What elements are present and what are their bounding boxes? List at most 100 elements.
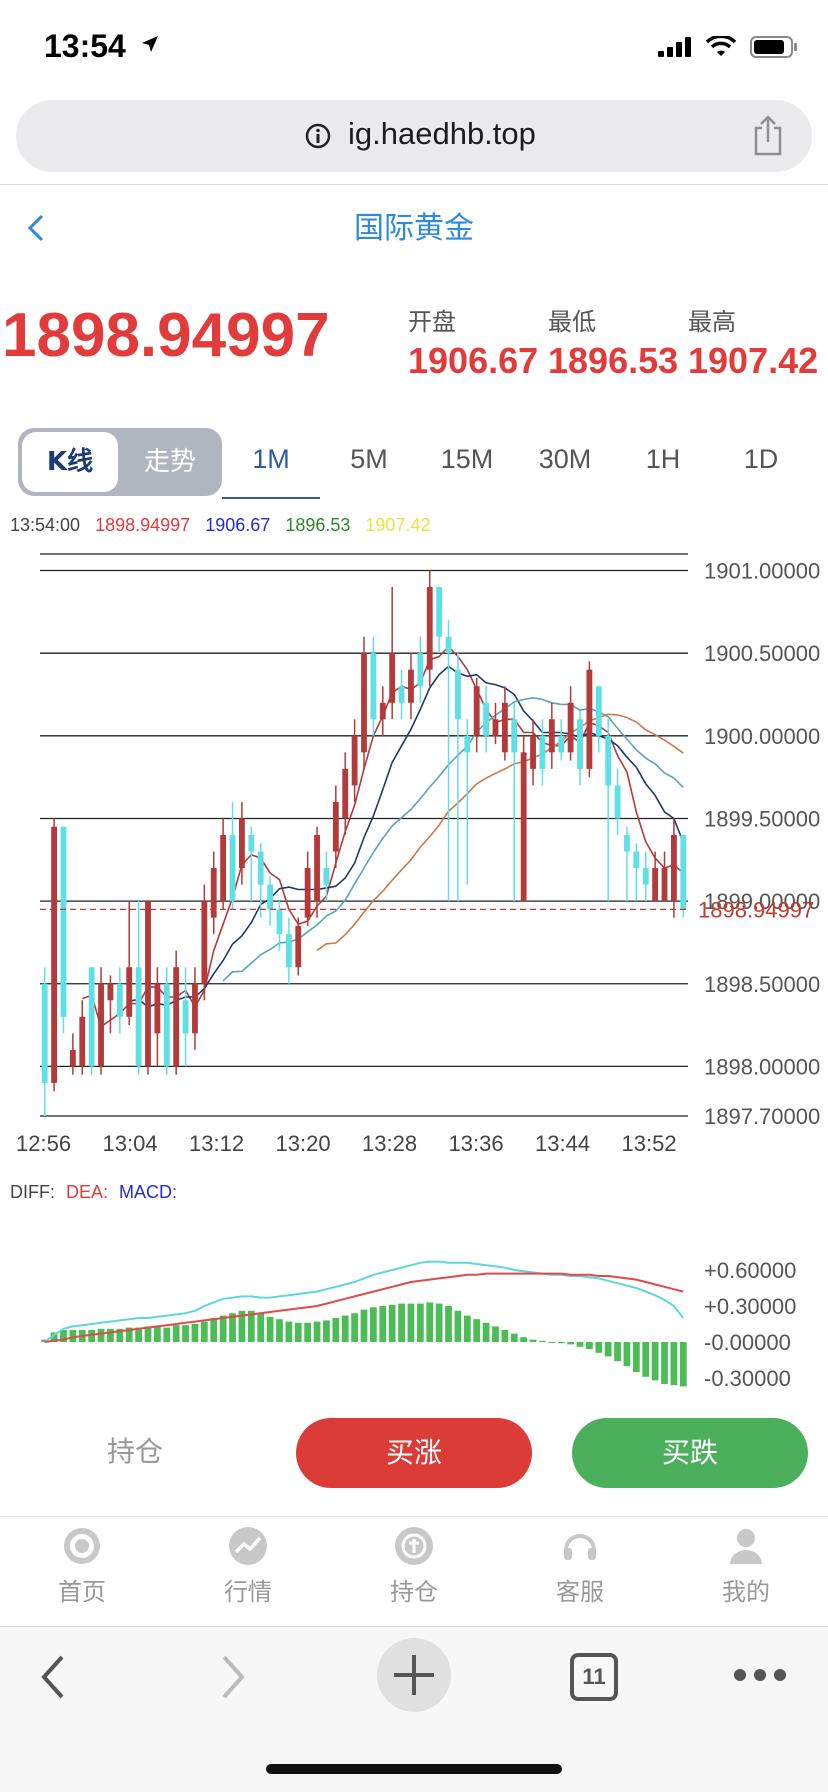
nav-mine[interactable]: 我的 xyxy=(691,1524,801,1607)
high-value: 1907.42 xyxy=(688,340,819,381)
open-value: 1906.67 xyxy=(408,340,539,381)
tab-1m[interactable]: 1M xyxy=(252,444,290,474)
macd-bar xyxy=(539,1340,546,1342)
candle xyxy=(539,719,546,786)
divider xyxy=(0,184,828,185)
macd-bar xyxy=(135,1327,142,1342)
tab-1d[interactable]: 1D xyxy=(743,444,779,474)
candle xyxy=(295,917,302,976)
macd-diff-label: DIFF: xyxy=(10,1182,55,1202)
candle-body xyxy=(154,983,161,1034)
buy-down-button[interactable]: 买跌 xyxy=(572,1418,808,1488)
candle-body xyxy=(229,835,236,902)
candle-body xyxy=(135,967,142,1067)
macd-bar xyxy=(276,1319,283,1342)
candle-body xyxy=(276,909,283,935)
tab-5m[interactable]: 5M xyxy=(350,444,388,474)
macd-bar xyxy=(247,1310,255,1342)
candle-body xyxy=(389,653,396,703)
macd-bar xyxy=(294,1322,302,1342)
tab-15m[interactable]: 15M xyxy=(440,444,494,474)
candle-body xyxy=(107,983,114,1001)
buy-up-button[interactable]: 买涨 xyxy=(296,1418,532,1488)
candle-body xyxy=(530,735,536,769)
macd-bar xyxy=(426,1302,434,1342)
dea-line xyxy=(44,1272,684,1343)
candle-body xyxy=(192,983,198,1034)
new-tab-icon[interactable] xyxy=(376,1637,452,1713)
tab-1h[interactable]: 1H xyxy=(645,444,681,474)
candle xyxy=(464,719,471,885)
candle xyxy=(577,711,583,786)
tab-kline[interactable]: K线 xyxy=(22,432,118,492)
macd-bar xyxy=(125,1327,133,1342)
macd-bar xyxy=(200,1321,208,1342)
macd-bar xyxy=(576,1342,584,1347)
tab-30m[interactable]: 30M xyxy=(538,444,592,474)
nav-mine-label: 我的 xyxy=(722,1578,770,1606)
back-icon[interactable] xyxy=(22,210,52,246)
candle xyxy=(41,967,48,1116)
candle-body xyxy=(652,868,659,902)
status-bar: 13:54 xyxy=(0,0,828,100)
toolbar-divider xyxy=(0,1626,828,1627)
candle xyxy=(408,653,414,720)
ma30-line xyxy=(316,713,684,952)
macd-bar xyxy=(632,1342,640,1372)
candle xyxy=(107,975,114,1034)
candle-body xyxy=(210,868,217,918)
candlestick-chart[interactable]: 1901.00000 1900.50000 1900.00000 1899.50000… xyxy=(0,540,828,1160)
candle xyxy=(445,620,452,902)
candle xyxy=(116,967,123,1034)
nav-market[interactable]: 行情 xyxy=(193,1524,303,1607)
candle-body xyxy=(398,686,405,703)
url-text[interactable]: ig.haedhb.top xyxy=(348,116,536,151)
more-icon[interactable] xyxy=(732,1667,788,1683)
candle xyxy=(436,587,443,654)
nav-service[interactable]: 客服 xyxy=(525,1524,635,1607)
candle xyxy=(285,917,292,984)
info-close: 1898.94997 xyxy=(95,515,191,535)
macd-bar xyxy=(285,1321,293,1342)
candle-body xyxy=(379,702,386,720)
browser-back-icon[interactable] xyxy=(38,1653,68,1701)
candle xyxy=(642,851,649,902)
nav-position[interactable]: 持仓 xyxy=(359,1524,469,1607)
candle-body xyxy=(492,719,499,736)
candle-body xyxy=(342,768,349,819)
nav-home[interactable]: 首页 xyxy=(27,1524,137,1607)
share-icon[interactable] xyxy=(750,114,786,158)
candle-body xyxy=(201,901,208,984)
y-tick-label: 1899.50000 xyxy=(704,806,820,831)
candle xyxy=(633,843,640,902)
macd-y-tick: +0.60000 xyxy=(704,1258,796,1283)
nav-position-label: 持仓 xyxy=(390,1578,438,1606)
candle-body xyxy=(332,801,339,852)
macd-bar xyxy=(388,1304,396,1342)
home-target-icon xyxy=(64,1528,100,1564)
low-label: 最低 xyxy=(548,308,596,336)
candle-body xyxy=(145,901,151,1067)
macd-bar xyxy=(229,1313,236,1342)
info-icon[interactable] xyxy=(304,122,332,150)
candle-body xyxy=(257,851,264,885)
hold-link[interactable]: 持仓 xyxy=(106,1435,163,1468)
address-bar[interactable]: ig.haedhb.top xyxy=(16,100,812,172)
candle-body xyxy=(370,653,377,720)
x-tick-label: 13:12 xyxy=(189,1131,244,1156)
macd-bar xyxy=(595,1342,603,1353)
candle xyxy=(88,967,95,1075)
tab-trend[interactable]: 走势 xyxy=(143,447,196,477)
macd-y-tick: +0.30000 xyxy=(704,1294,796,1319)
candle xyxy=(567,686,574,761)
candle xyxy=(229,801,236,910)
candle xyxy=(530,719,536,786)
candle xyxy=(398,669,405,720)
macd-chart: +0.60000 +0.30000 -0.00000 -0.30000 xyxy=(41,1258,796,1390)
user-icon xyxy=(730,1529,762,1564)
candle xyxy=(483,686,489,753)
tabs-button[interactable]: 11 xyxy=(570,1653,618,1701)
browser-forward-icon[interactable] xyxy=(218,1653,248,1701)
candle xyxy=(192,967,198,1050)
ma20-line xyxy=(222,696,684,982)
